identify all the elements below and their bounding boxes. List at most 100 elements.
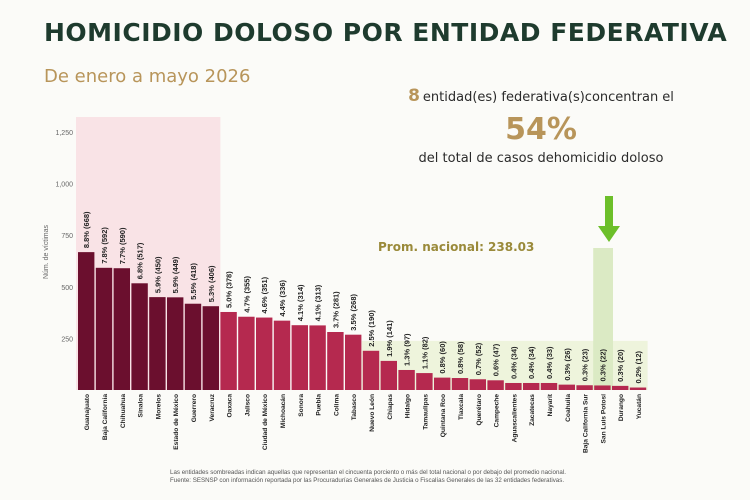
- x-tick-label: Tabasco: [351, 394, 358, 420]
- bar: [416, 373, 433, 390]
- bar: [523, 382, 540, 390]
- bar: [451, 378, 469, 390]
- bar: [594, 385, 611, 390]
- bar: [184, 303, 202, 390]
- bar: [398, 369, 415, 390]
- x-tick-label: Baja California: [102, 394, 109, 441]
- bar: [540, 382, 558, 390]
- bar: [256, 317, 273, 390]
- bar: [612, 385, 629, 390]
- y-tick-label: 1,250: [55, 130, 73, 137]
- bar: [576, 385, 593, 390]
- bar-value-label: 4.1% (313): [314, 284, 323, 321]
- bar-value-label: 6.8% (517): [136, 242, 145, 279]
- footer-note: Las entidades sombreadas indican aquella…: [170, 469, 690, 485]
- bar-value-label: 1.1% (82): [420, 336, 429, 369]
- x-tick-label: Chiapas: [387, 394, 394, 420]
- y-axis-label: Núm. de víctimas: [43, 224, 50, 279]
- callout-count: 8: [408, 86, 420, 106]
- x-tick-label: Estado de México: [173, 394, 180, 450]
- bar: [78, 252, 95, 390]
- bar: [167, 297, 184, 390]
- bar-value-label: 0.6% (47): [492, 343, 501, 376]
- x-tick-label: Coahuila: [565, 394, 572, 422]
- bar: [113, 268, 130, 390]
- bar-value-label: 4.6% (351): [260, 276, 269, 313]
- y-tick-label: 750: [61, 233, 73, 240]
- bar-value-label: 0.4% (34): [527, 346, 536, 379]
- x-tick-label: Michoacán: [280, 394, 287, 428]
- x-tick-label: Querétaro: [476, 394, 483, 426]
- x-tick-label: Chihuahua: [120, 394, 127, 428]
- page-subtitle: De enero a mayo 2026: [44, 66, 251, 87]
- x-tick-label: Tamaulipas: [422, 394, 429, 430]
- bar: [220, 311, 237, 390]
- bar-value-label: 2.5% (190): [367, 310, 376, 347]
- bar-value-label: 0.4% (33): [545, 346, 554, 379]
- footer-line2: Fuente: SESNSP con información reportada…: [170, 477, 565, 484]
- x-tick-label: Tlaxcala: [458, 394, 465, 420]
- bar-value-label: 0.3% (26): [563, 348, 572, 381]
- x-tick-label: Colima: [333, 394, 340, 416]
- bar-value-label: 7.7% (590): [118, 227, 127, 264]
- x-tick-label: Yucatán: [636, 394, 643, 419]
- bar: [327, 332, 344, 390]
- bar: [149, 297, 166, 390]
- y-tick-label: 250: [61, 336, 73, 343]
- bar-value-label: 5.9% (449): [171, 256, 180, 293]
- bar-value-label: 3.7% (281): [331, 291, 340, 328]
- bar: [629, 387, 647, 390]
- bar-value-label: 8.8% (668): [82, 211, 91, 248]
- x-tick-label: Oaxaca: [227, 394, 234, 418]
- bar: [202, 306, 219, 390]
- x-tick-label: Zacatecas: [529, 394, 536, 426]
- bar: [434, 377, 451, 390]
- bar: [238, 316, 255, 390]
- x-tick-label: Jalisco: [244, 394, 251, 416]
- national-average-label: Prom. nacional: 238.03: [378, 240, 535, 254]
- x-tick-label: Guerrero: [191, 394, 198, 422]
- bar: [345, 334, 362, 390]
- page-title: HOMICIDIO DOLOSO POR ENTIDAD FEDERATIVA: [44, 18, 728, 47]
- x-tick-label: Aguascalientes: [511, 394, 518, 443]
- callout-line3: del total de casos dehomicidio doloso: [418, 151, 664, 166]
- bar-value-label: 4.7% (355): [242, 276, 251, 313]
- bar: [131, 283, 148, 390]
- bar-value-label: 0.4% (34): [509, 346, 518, 379]
- bar: [469, 379, 486, 390]
- bar-value-label: 4.4% (336): [278, 279, 287, 316]
- x-tick-label: Quintana Roo: [440, 394, 447, 437]
- y-tick-label: 500: [61, 285, 73, 292]
- bar: [380, 360, 397, 390]
- x-tick-label: Nuevo León: [369, 394, 376, 432]
- bar-value-label: 1.9% (141): [385, 320, 394, 357]
- bar: [558, 384, 575, 390]
- x-tick-label: Veracruz: [209, 393, 216, 421]
- x-tick-label: Puebla: [316, 394, 323, 416]
- footer-line1: Las entidades sombreadas indican aquella…: [170, 469, 566, 476]
- x-tick-label: Nayarit: [547, 393, 554, 416]
- highlighted-column: [593, 248, 613, 390]
- x-tick-label: Morelos: [155, 394, 162, 420]
- x-tick-label: Baja California Sur: [583, 394, 590, 453]
- bar: [273, 320, 291, 390]
- bar-value-label: 3.5% (268): [349, 293, 358, 330]
- bar: [309, 325, 326, 390]
- x-tick-label: Durango: [618, 394, 625, 421]
- x-tick-label: Sinaloa: [138, 394, 145, 418]
- bar-value-label: 0.3% (22): [598, 348, 607, 381]
- bar-value-label: 0.8% (58): [456, 341, 465, 374]
- x-tick-label: Hidalgo: [405, 394, 412, 418]
- bar: [362, 350, 380, 390]
- y-tick-label: 1,000: [55, 182, 73, 189]
- x-tick-label: San Luis Potosí: [600, 393, 607, 444]
- bar-value-label: 0.3% (20): [616, 349, 625, 382]
- x-tick-label: Campeche: [494, 394, 501, 428]
- bar-value-label: 5.0% (378): [225, 271, 234, 308]
- bar: [291, 325, 308, 390]
- x-tick-label: Ciudad de México: [262, 394, 269, 450]
- bar: [95, 267, 113, 390]
- callout-line1: entidad(es) federativa(s)concentran el: [422, 90, 674, 105]
- bar-value-label: 5.5% (418): [189, 263, 198, 300]
